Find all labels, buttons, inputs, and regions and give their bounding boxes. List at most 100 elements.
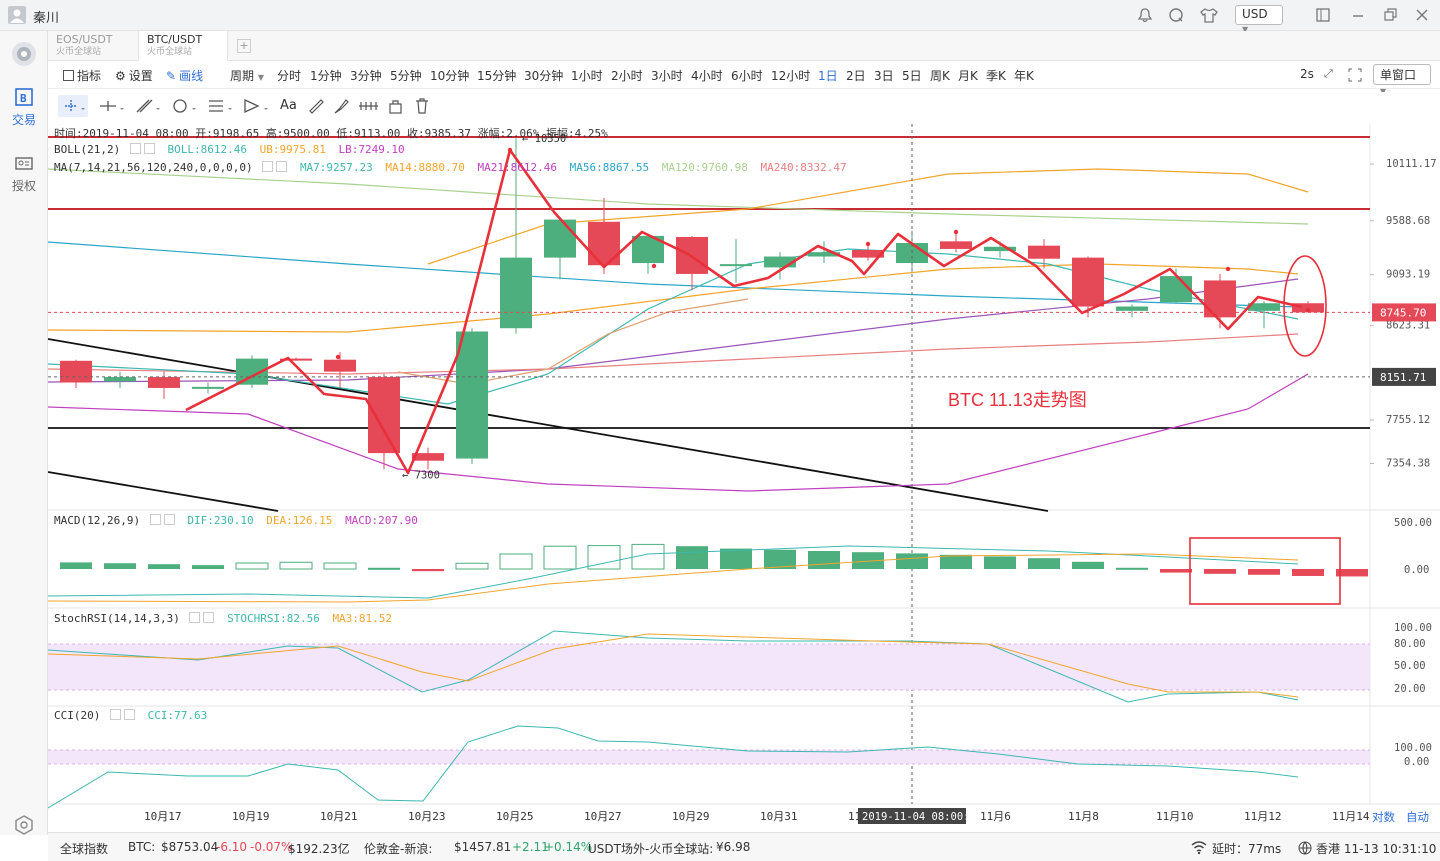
pencil-icon: ✎	[166, 69, 177, 83]
currency-select[interactable]: USD ▼	[1235, 5, 1283, 34]
restore-icon[interactable]	[1382, 7, 1398, 27]
settings-gear-icon[interactable]	[14, 815, 34, 839]
candle-body	[852, 250, 884, 258]
btc-label: BTC:	[128, 840, 156, 854]
x-axis-label: 11月12	[1244, 810, 1282, 823]
legend-gear-icon[interactable]	[129, 143, 141, 154]
macd-value: MACD:207.90	[345, 514, 418, 527]
fullscreen-icon[interactable]: ⤢	[1324, 67, 1333, 80]
period-item[interactable]: 3日	[874, 69, 894, 83]
support-icon[interactable]	[1168, 7, 1184, 27]
period-item[interactable]: 3小时	[651, 69, 683, 83]
period-item[interactable]: 12小时	[771, 69, 811, 83]
candle-body	[324, 359, 356, 372]
period-item[interactable]: 月K	[958, 69, 978, 83]
screenshot-icon[interactable]	[1348, 67, 1362, 86]
crosshair-price-badge	[1372, 367, 1436, 386]
macd-bar	[676, 546, 708, 569]
sidebar-item-authorize[interactable]: 授权	[0, 151, 48, 199]
boll-legend: BOLL(21,2) BOLL:8612.46 UB:9975.81 LB:72…	[54, 143, 405, 156]
text-tool[interactable]: Aa	[280, 98, 297, 113]
user-name[interactable]: 秦川	[33, 11, 60, 26]
period-item[interactable]: 15分钟	[477, 69, 517, 83]
period-item[interactable]: 4小时	[691, 69, 723, 83]
close-icon[interactable]	[1414, 7, 1430, 27]
period-item[interactable]: 季K	[986, 69, 1006, 83]
period-item[interactable]: 10分钟	[430, 69, 470, 83]
macd-bar	[1072, 561, 1104, 569]
crosshair-price-label: 8151.71	[1380, 371, 1426, 384]
legend-gear-icon[interactable]	[262, 161, 274, 172]
lock-tool-icon[interactable]	[386, 96, 406, 120]
tab-eos-usdt[interactable]: EOS/USDT 火币全球站	[48, 31, 136, 61]
period-item[interactable]: 3分钟	[350, 69, 382, 83]
period-item[interactable]: 1小时	[571, 69, 603, 83]
legend-close-icon[interactable]	[203, 612, 215, 623]
auto-scale-toggle[interactable]: 自动	[1406, 810, 1429, 824]
period-item[interactable]: 5分钟	[390, 69, 422, 83]
magnet-tool-icon[interactable]	[358, 96, 380, 120]
legend-close-icon[interactable]	[123, 709, 135, 720]
log-scale-toggle[interactable]: 对数	[1372, 810, 1395, 824]
period-item[interactable]: 5日	[902, 69, 922, 83]
user-avatar-icon[interactable]	[8, 6, 26, 24]
trend-line	[48, 471, 279, 512]
candle-body	[1116, 306, 1148, 311]
pattern-tool-icon[interactable]	[242, 95, 274, 121]
crosshair-tool-icon[interactable]	[58, 95, 88, 117]
refresh-interval[interactable]: 2s	[1300, 67, 1314, 81]
draw-line-button[interactable]: ✎ 画线	[166, 67, 203, 84]
candle-body	[544, 219, 576, 258]
window-mode-select[interactable]: 单窗口 ▼	[1373, 64, 1431, 96]
candle-body	[60, 360, 92, 383]
legend-close-icon[interactable]	[143, 143, 155, 154]
ruler-tool-icon[interactable]	[306, 96, 326, 120]
global-index-label[interactable]: 全球指数	[60, 842, 109, 856]
hline-tool-icon[interactable]	[98, 95, 130, 121]
minimize-icon[interactable]	[1350, 7, 1366, 27]
sidebar-item-trade[interactable]: B 交易	[0, 85, 48, 133]
macd-bar	[543, 545, 577, 570]
bell-icon[interactable]	[1137, 7, 1153, 27]
candle-body	[500, 257, 532, 329]
shirt-icon[interactable]	[1200, 7, 1218, 27]
legend-gear-icon[interactable]	[109, 709, 121, 720]
tab-btc-usdt[interactable]: BTC/USDT 火币全球站	[138, 31, 228, 61]
chart-canvas[interactable]: 10111.17 9588.68 9093.19 8623.31 7755.12 7354…	[48, 124, 1440, 828]
trendline-tool-icon[interactable]	[134, 95, 166, 121]
tab-pair: EOS/USDT	[56, 33, 113, 46]
shape-tool-icon[interactable]	[170, 95, 202, 121]
indicator-button[interactable]: 指标	[63, 67, 101, 84]
period-dropdown[interactable]: 周期 ▼	[230, 67, 264, 84]
period-item[interactable]: 1分钟	[310, 69, 342, 83]
add-tab-icon[interactable]: +	[237, 39, 251, 53]
stochrsi-axis-label: 100.00	[1394, 622, 1432, 634]
period-item[interactable]: 6小时	[731, 69, 763, 83]
annotation-text: BTC 11.13走势图	[948, 390, 1087, 410]
period-item[interactable]: 2小时	[611, 69, 643, 83]
settings-button[interactable]: ⚙ 设置	[115, 67, 153, 84]
period-item[interactable]: 30分钟	[524, 69, 564, 83]
fibonacci-tool-icon[interactable]	[206, 95, 238, 121]
macd-axis-label: 500.00	[1394, 517, 1432, 529]
logo-icon[interactable]	[10, 40, 38, 72]
window-split-icon[interactable]	[1315, 7, 1331, 27]
ma7-value: MA7:9257.23	[299, 161, 373, 174]
brush-tool-icon[interactable]	[332, 96, 352, 120]
period-item[interactable]: 1日	[818, 69, 838, 83]
kline-chart[interactable]: 10111.17 9588.68 9093.19 8623.31 7755.12 7354…	[48, 124, 1440, 828]
usdt-label: USDT场外-火币全球站:	[588, 842, 714, 856]
period-item[interactable]: 周K	[930, 69, 950, 83]
trash-icon[interactable]	[412, 96, 432, 120]
period-item[interactable]: 2日	[846, 69, 866, 83]
boll-title: BOLL(21,2)	[54, 143, 121, 156]
legend-gear-icon[interactable]	[149, 514, 161, 525]
period-item[interactable]: 分时	[277, 69, 302, 83]
legend-gear-icon[interactable]	[189, 612, 201, 623]
candle-body	[192, 386, 224, 389]
stochrsi-axis-label: 20.00	[1394, 683, 1426, 695]
btc-price: $8753.04	[161, 840, 219, 854]
period-item[interactable]: 年K	[1014, 69, 1034, 83]
legend-close-icon[interactable]	[163, 514, 175, 525]
legend-close-icon[interactable]	[276, 161, 288, 172]
